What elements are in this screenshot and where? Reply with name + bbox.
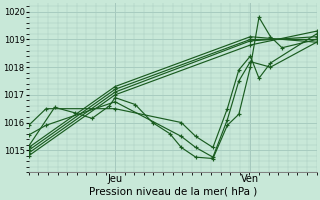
X-axis label: Pression niveau de la mer( hPa ): Pression niveau de la mer( hPa ) xyxy=(89,187,257,197)
